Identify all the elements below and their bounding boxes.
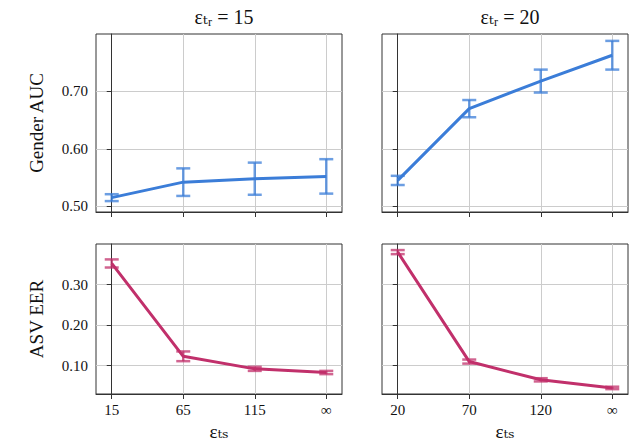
svg-text:εₜᵣ = 20: εₜᵣ = 20: [480, 6, 539, 28]
svg-text:Gender AUC: Gender AUC: [26, 73, 47, 173]
svg-text:0.30: 0.30: [62, 277, 88, 293]
svg-text:0.20: 0.20: [62, 317, 88, 333]
svg-text:20: 20: [390, 402, 405, 418]
svg-text:65: 65: [176, 402, 191, 418]
svg-text:0.70: 0.70: [62, 83, 88, 99]
svg-text:εₜᵣ = 15: εₜᵣ = 15: [194, 6, 253, 28]
svg-text:ASV EER: ASV EER: [26, 280, 47, 359]
svg-text:∞: ∞: [321, 402, 332, 418]
svg-text:∞: ∞: [607, 402, 618, 418]
svg-text:120: 120: [530, 402, 553, 418]
svg-text:0.50: 0.50: [62, 198, 88, 214]
svg-text:εₜₛ: εₜₛ: [495, 421, 514, 442]
svg-text:0.10: 0.10: [62, 358, 88, 374]
svg-text:70: 70: [462, 402, 477, 418]
svg-text:15: 15: [104, 402, 119, 418]
svg-text:0.60: 0.60: [62, 141, 88, 157]
svg-text:εₜₛ: εₜₛ: [209, 421, 228, 442]
svg-text:115: 115: [244, 402, 266, 418]
